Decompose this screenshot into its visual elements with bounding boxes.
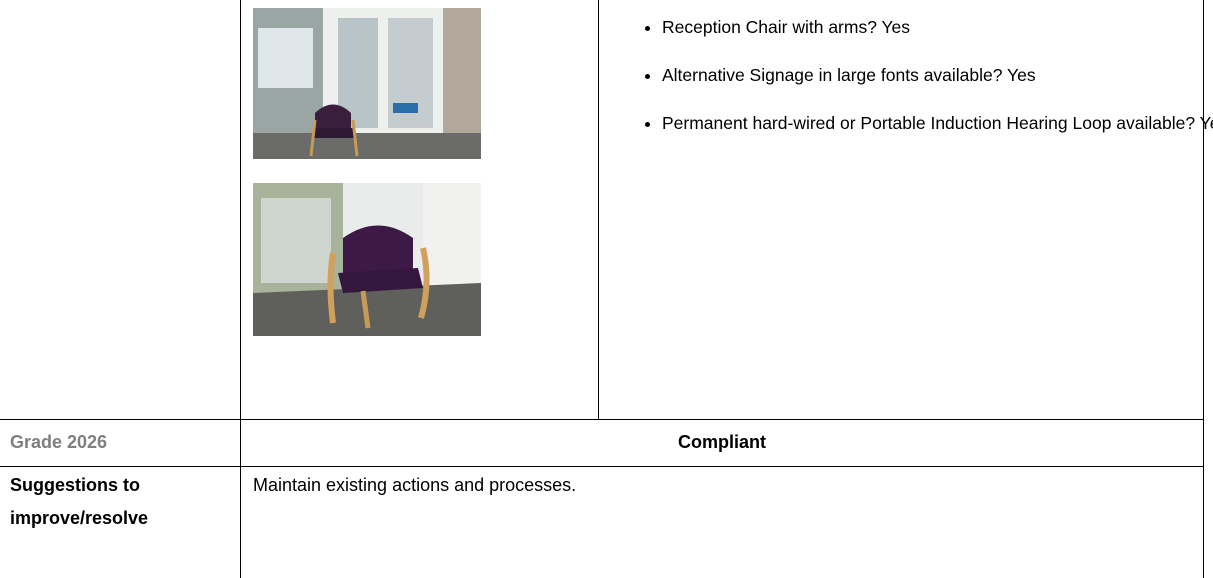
row-border bbox=[0, 466, 1204, 467]
column-border bbox=[1203, 0, 1204, 578]
feature-list: Reception Chair with arms? Yes Alternati… bbox=[608, 11, 1213, 155]
column-border bbox=[240, 0, 241, 578]
suggestions-text: Maintain existing actions and processes. bbox=[253, 475, 577, 495]
feature-item: Permanent hard-wired or Portable Inducti… bbox=[662, 107, 1213, 140]
row-border bbox=[0, 419, 1204, 420]
grade-label: Grade 2026 bbox=[10, 432, 108, 452]
grade-value: Compliant bbox=[678, 432, 766, 452]
feature-item: Alternative Signage in large fonts avail… bbox=[662, 59, 1213, 92]
suggestions-label: Suggestions to improve/resolve bbox=[10, 475, 149, 528]
reception-photo bbox=[253, 8, 481, 159]
column-border bbox=[598, 0, 599, 419]
chair-photo bbox=[253, 183, 481, 336]
feature-item: Reception Chair with arms? Yes bbox=[662, 11, 1213, 44]
